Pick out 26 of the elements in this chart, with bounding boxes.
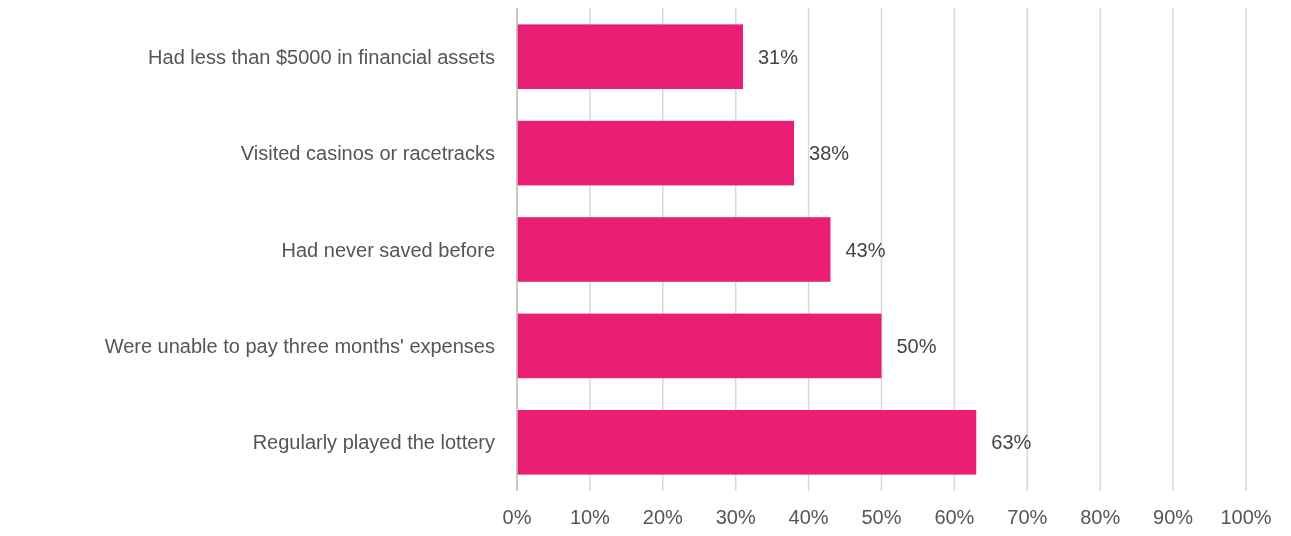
x-tick-label: 80% — [1080, 506, 1121, 528]
data-label: 50% — [896, 334, 937, 357]
bar — [517, 217, 831, 282]
data-label: 63% — [991, 431, 1032, 454]
bar — [517, 410, 977, 475]
x-tick-label: 40% — [788, 506, 829, 528]
x-tick-label: 50% — [861, 506, 902, 528]
x-tick-label: 100% — [1220, 506, 1272, 528]
bar — [517, 120, 795, 186]
bar — [517, 24, 743, 89]
x-tick-label: 70% — [1007, 506, 1048, 528]
y-tick-label: Visited casinos or racetracks — [240, 142, 495, 165]
y-tick-label: Had less than $5000 in financial assets — [148, 45, 495, 68]
bar — [517, 313, 882, 379]
x-tick-label: 60% — [934, 506, 975, 528]
x-tick-label: 0% — [502, 506, 532, 528]
y-tick-label: Had never saved before — [281, 238, 495, 261]
data-label: 38% — [809, 142, 850, 165]
data-label: 31% — [757, 45, 799, 68]
x-tick-label: 30% — [715, 506, 756, 528]
x-tick-label: 90% — [1153, 506, 1194, 528]
data-label: 43% — [845, 238, 886, 261]
y-tick-label: Regularly played the lottery — [252, 431, 495, 454]
x-tick-label: 10% — [569, 506, 611, 528]
y-tick-label: Were unable to pay three months' expenses — [104, 334, 495, 357]
x-tick-label: 20% — [642, 506, 684, 528]
